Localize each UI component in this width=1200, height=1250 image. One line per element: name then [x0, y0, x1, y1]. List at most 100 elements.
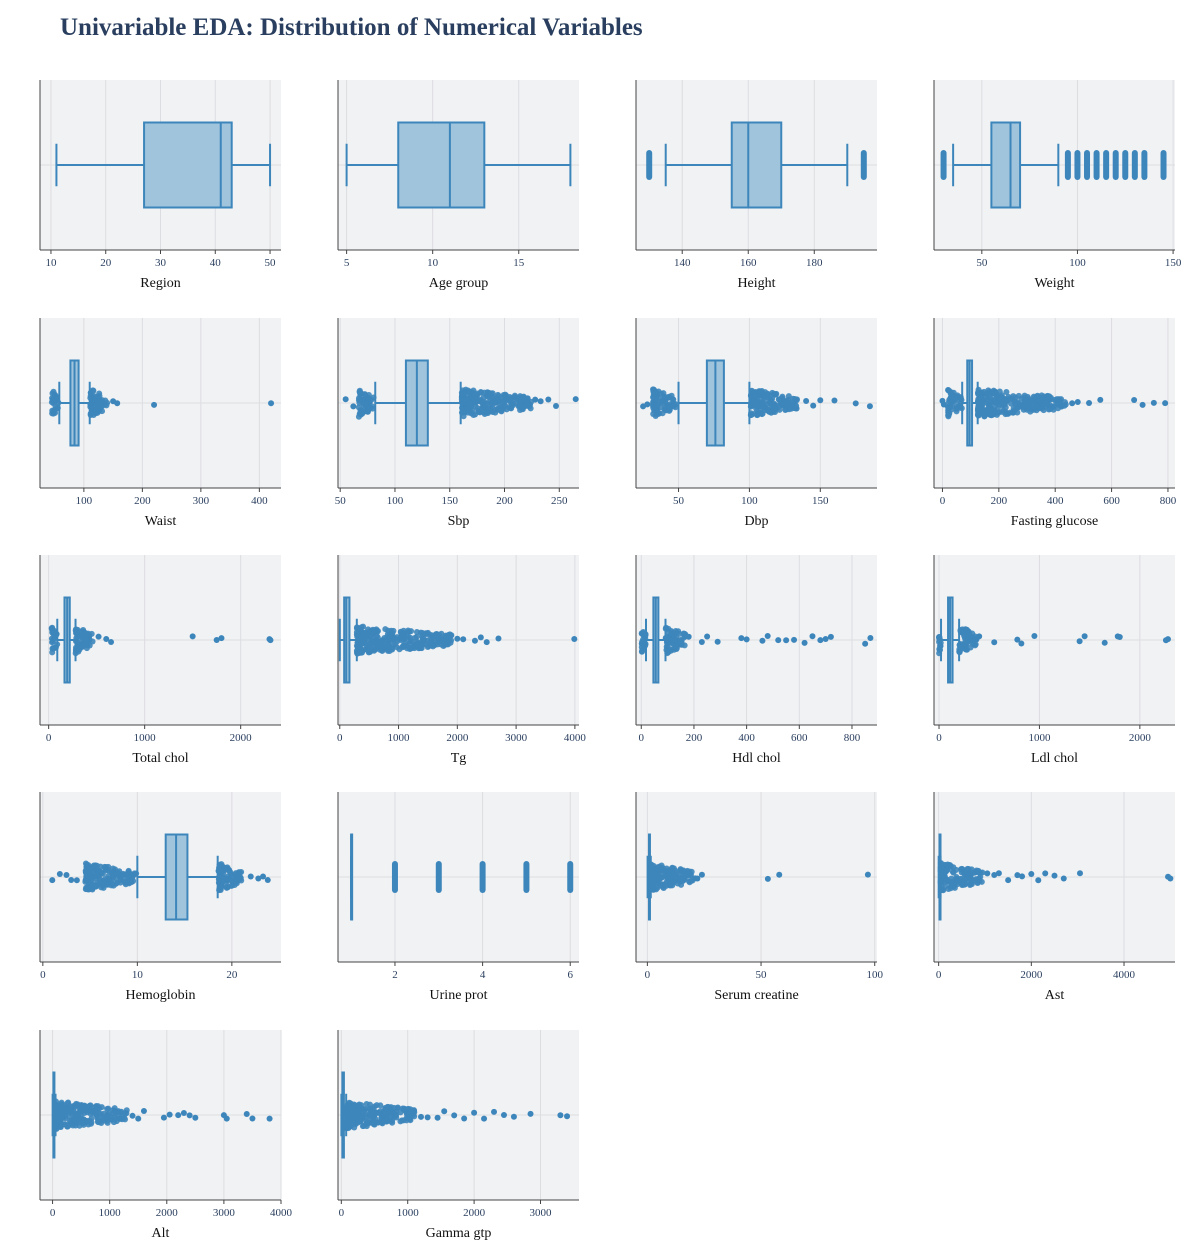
outlier-point: [100, 1110, 107, 1117]
outlier-point: [809, 633, 816, 640]
outlier-point: [668, 865, 675, 872]
outlier-point: [351, 1124, 358, 1131]
outlier-point: [366, 646, 373, 653]
outlier-point: [373, 1102, 380, 1109]
outlier-stack: [1160, 150, 1167, 180]
outlier-point: [110, 865, 117, 872]
panel-region: 10 20 30 40 50 Region: [39, 80, 281, 291]
outlier-stack: [1141, 150, 1148, 180]
x-tick-label: 100: [1069, 257, 1086, 269]
outlier-point: [382, 1104, 389, 1111]
outlier-point: [827, 633, 834, 640]
outlier-point: [166, 1111, 173, 1118]
outlier-point: [467, 408, 474, 415]
x-tick-label: 200: [991, 495, 1008, 507]
outlier-point: [949, 868, 956, 875]
x-tick-label: 100: [741, 495, 758, 507]
outlier-point: [672, 641, 679, 648]
outlier-point: [783, 637, 790, 644]
outlier-point: [991, 871, 998, 878]
x-tick-label: 800: [844, 732, 861, 744]
outlier-point: [1086, 400, 1093, 407]
outlier-point: [89, 638, 96, 645]
outlier-point: [189, 633, 196, 640]
outlier-point: [120, 870, 127, 877]
outlier-point: [451, 1112, 458, 1119]
outlier-point: [243, 1111, 250, 1118]
x-tick-label: 4000: [1113, 969, 1136, 981]
outlier-point: [382, 1118, 389, 1125]
outlier-point: [363, 1101, 370, 1108]
outlier-point: [267, 637, 274, 644]
outlier-point: [665, 876, 672, 883]
iqr-box: [990, 121, 1022, 209]
outlier-stack: [567, 861, 574, 893]
x-axis-title: Dbp: [744, 514, 768, 529]
outlier-point: [75, 1109, 82, 1116]
outlier-point: [527, 1110, 534, 1117]
outlier-point: [1116, 633, 1123, 640]
outlier-point: [130, 871, 137, 878]
outlier-stack: [523, 861, 530, 893]
outlier-point: [977, 393, 984, 400]
outlier-point: [71, 1115, 78, 1122]
outlier-point: [363, 408, 370, 415]
panel-hemoglobin: 0 10 20 Hemoglobin: [39, 792, 281, 1003]
outlier-point: [460, 400, 467, 407]
outlier-point: [801, 639, 808, 646]
outlier-stack: [1084, 150, 1091, 180]
outlier-point: [666, 404, 673, 411]
outlier-point: [474, 405, 481, 412]
outlier-stack: [1131, 150, 1138, 180]
outlier-point: [668, 631, 675, 638]
outlier-point: [108, 639, 115, 646]
outlier-point: [1003, 388, 1010, 395]
outlier-point: [776, 871, 783, 878]
outlier-point: [104, 1114, 111, 1121]
outlier-point: [965, 636, 972, 643]
outlier-point: [264, 877, 271, 884]
outlier-point: [1164, 636, 1171, 643]
outlier-point: [89, 1108, 96, 1115]
outlier-point: [227, 871, 234, 878]
outlier-point: [653, 402, 660, 409]
outlier-point: [757, 388, 764, 395]
x-tick-label: 180: [806, 257, 823, 269]
outlier-point: [1018, 640, 1025, 647]
x-tick-label: 0: [645, 969, 651, 981]
outlier-point: [1139, 401, 1146, 408]
iqr-box: [143, 121, 233, 209]
x-tick-label: 160: [740, 257, 757, 269]
outlier-point: [49, 638, 56, 645]
outlier-point: [357, 625, 364, 632]
outlier-point: [1014, 872, 1021, 879]
x-tick-label: 6: [567, 969, 573, 981]
outlier-point: [427, 639, 434, 646]
outlier-point: [502, 392, 509, 399]
outlier-point: [864, 871, 871, 878]
outlier-point: [1131, 396, 1138, 403]
outlier-point: [571, 635, 578, 642]
outlier-point: [1051, 872, 1058, 879]
x-axis-title: Alt: [152, 1226, 170, 1241]
x-tick-label: 100: [76, 495, 93, 507]
outlier-point: [67, 1108, 74, 1115]
outlier-point: [496, 404, 503, 411]
outlier-point: [668, 392, 675, 399]
outlier-point: [371, 647, 378, 654]
outlier-point: [977, 874, 984, 881]
outlier-point: [89, 408, 96, 415]
outlier-point: [680, 630, 687, 637]
outlier-point: [213, 637, 220, 644]
outlier-point: [460, 408, 467, 415]
outlier-point: [105, 1105, 112, 1112]
outlier-point: [360, 633, 367, 640]
outlier-point: [515, 403, 522, 410]
outlier-point: [220, 875, 227, 882]
outlier-point: [461, 1115, 468, 1122]
outlier-point: [465, 387, 472, 394]
outlier-point: [56, 1121, 63, 1128]
panel-serum-creatine: 0 50 100 Serum creatine: [635, 792, 883, 1003]
outlier-point: [268, 400, 275, 407]
outlier-point: [358, 1105, 365, 1112]
